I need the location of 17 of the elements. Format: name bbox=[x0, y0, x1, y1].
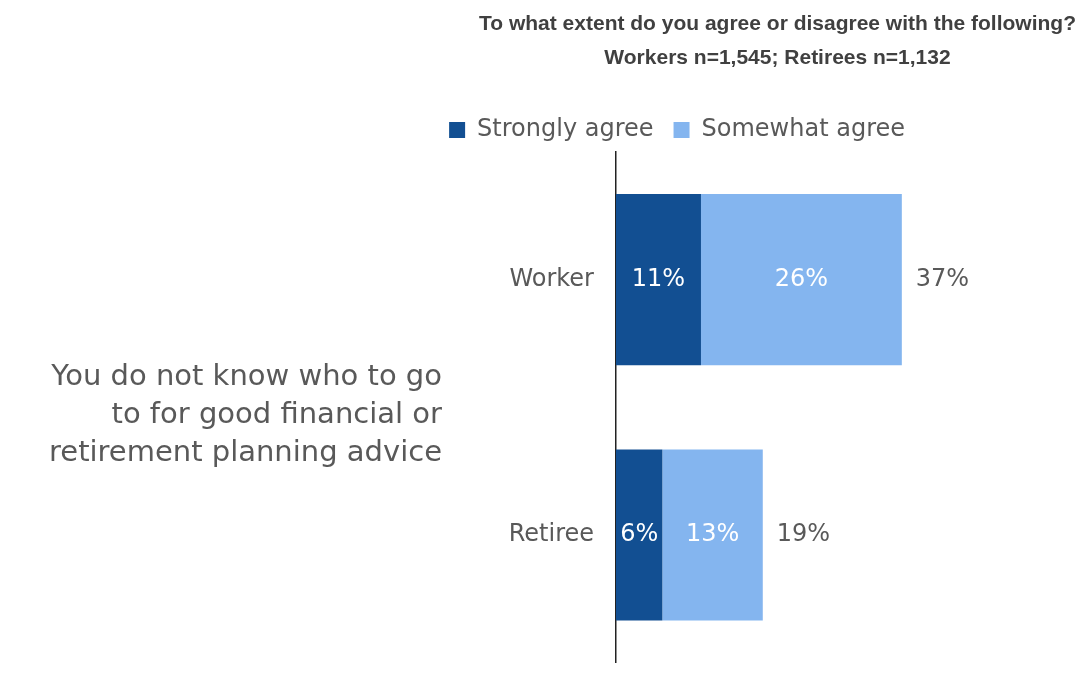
chart-title: To what extent do you agree or disagree with the following? bbox=[479, 10, 1076, 36]
text: You do not know who to go to for good financial or retirement planning advice bbox=[48, 357, 442, 470]
total-label: 37% bbox=[915, 263, 970, 292]
total-label: 19% bbox=[776, 519, 831, 548]
bar bbox=[700, 194, 902, 366]
bar bbox=[662, 449, 763, 621]
y-tick-label: Worker bbox=[509, 263, 595, 292]
y-tick-label: Retiree bbox=[508, 519, 594, 548]
legend-label: Strongly agree bbox=[477, 114, 654, 143]
data-label: 6% bbox=[620, 519, 659, 548]
data-label: 26% bbox=[774, 263, 829, 292]
chart-subtitle: Workers n=1,545; Retirees n=1,132 bbox=[603, 44, 952, 70]
bar bbox=[616, 449, 663, 621]
legend-label: Somewhat agree bbox=[701, 114, 906, 143]
data-label: 13% bbox=[685, 519, 740, 548]
data-label: 11% bbox=[631, 263, 686, 292]
bar bbox=[616, 194, 701, 366]
